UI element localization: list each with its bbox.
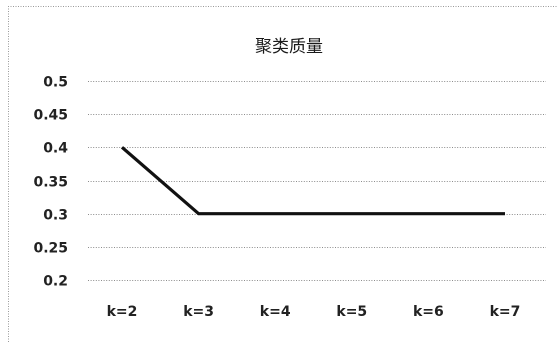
y-tick-label: 0.5 [43,75,68,91]
x-tick-label: k=2 [107,304,138,320]
x-tick-label: k=7 [490,304,521,320]
chart-title: 聚类质量 [255,37,323,57]
x-tick-label: k=3 [183,304,214,320]
y-tick-label: 0.45 [33,108,68,124]
x-tick-label: k=4 [260,304,291,320]
y-tick-label: 0.25 [33,241,68,257]
y-tick-label: 0.35 [33,175,68,191]
y-tick-label: 0.4 [43,141,68,157]
y-axis: 0.2 0.25 0.3 0.35 0.4 0.45 0.5 [33,75,68,290]
series-line-0 [120,146,505,216]
series-group [120,146,505,216]
x-tick-label: k=5 [336,304,367,320]
gridlines [88,81,546,281]
y-tick-label: 0.2 [43,274,68,290]
y-tick-label: 0.3 [43,208,68,224]
x-axis: k=2 k=3 k=4 k=5 k=6 k=7 [107,304,521,320]
x-tick-label: k=6 [413,304,444,320]
